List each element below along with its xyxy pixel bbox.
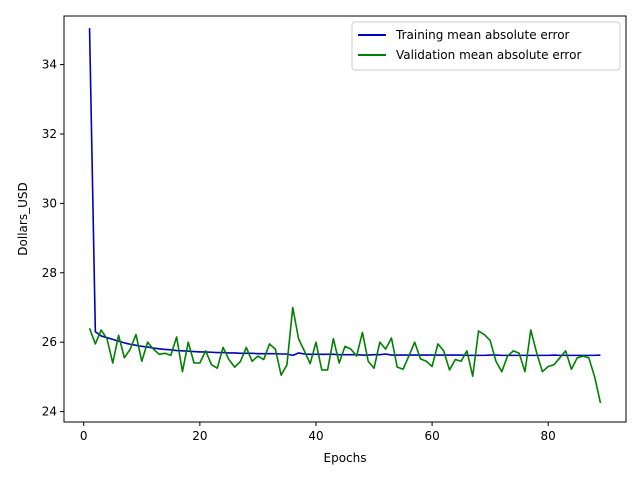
legend: Training mean absolute error Validation …	[351, 21, 621, 71]
x-tick-label: 60	[424, 429, 439, 443]
axes-frame	[63, 15, 627, 423]
y-axis: 24 26 28 30 32 34	[42, 58, 64, 419]
legend-label-validation: Validation mean absolute error	[396, 48, 581, 62]
y-tick-label: 24	[42, 405, 57, 419]
y-tick-label: 28	[42, 266, 57, 280]
x-tick-label: 0	[80, 429, 88, 443]
y-tick-label: 34	[42, 58, 57, 72]
x-axis: 0 20 40 60 80	[80, 422, 556, 443]
y-tick-label: 30	[42, 196, 57, 210]
x-tick-label: 40	[308, 429, 323, 443]
y-tick-label: 32	[42, 127, 57, 141]
legend-box	[351, 21, 621, 71]
validation-mae-line	[88, 306, 602, 404]
y-tick-label: 26	[42, 335, 57, 349]
y-axis-label: Dollars_USD	[16, 182, 30, 255]
x-tick-label: 80	[541, 429, 556, 443]
legend-label-training: Training mean absolute error	[395, 28, 570, 42]
plot-lines	[88, 28, 602, 404]
training-mae-line	[88, 28, 601, 357]
x-tick-label: 20	[192, 429, 207, 443]
x-axis-label: Epochs	[324, 451, 367, 465]
